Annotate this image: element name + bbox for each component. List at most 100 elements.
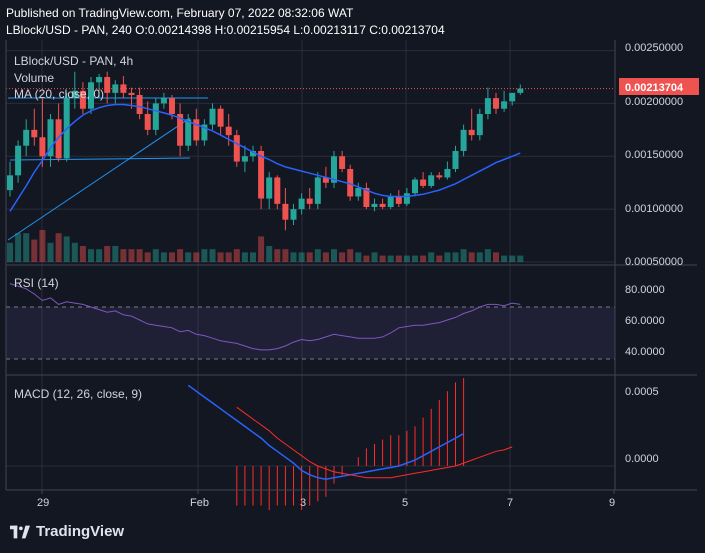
- legend-symbol[interactable]: LBlock/USD - PAN, 4h: [14, 54, 134, 68]
- candle[interactable]: [484, 87, 491, 120]
- rsi-line: [9, 283, 521, 351]
- candle-body: [420, 179, 427, 186]
- candle[interactable]: [395, 190, 402, 208]
- candle[interactable]: [160, 92, 167, 109]
- candle-body: [7, 175, 13, 191]
- open-value: 0.00214398: [147, 23, 212, 37]
- volume-bar: [363, 255, 370, 262]
- candle[interactable]: [136, 87, 143, 120]
- candle-body: [47, 119, 54, 157]
- candle[interactable]: [233, 129, 240, 167]
- volume-bar: [355, 252, 362, 262]
- candle[interactable]: [266, 172, 273, 210]
- candle[interactable]: [331, 151, 337, 188]
- volume-bar: [347, 249, 354, 262]
- candle[interactable]: [241, 145, 248, 173]
- candle[interactable]: [493, 92, 499, 114]
- candle[interactable]: [250, 145, 256, 162]
- macd-tick-0: 0.0005: [625, 386, 659, 398]
- candle[interactable]: [274, 175, 281, 210]
- candle[interactable]: [290, 203, 297, 225]
- candle-body: [379, 203, 386, 208]
- candle[interactable]: [177, 103, 184, 157]
- candle[interactable]: [509, 92, 516, 106]
- candle[interactable]: [298, 193, 305, 215]
- candle[interactable]: [476, 108, 483, 141]
- volume-bar: [233, 249, 240, 262]
- candle[interactable]: [209, 103, 216, 130]
- candle[interactable]: [88, 77, 94, 114]
- candle[interactable]: [47, 114, 54, 167]
- volume-bar: [63, 236, 70, 262]
- volume-bar: [444, 252, 451, 262]
- candle-body: [517, 88, 524, 93]
- legend-macd[interactable]: MACD (12, 26, close, 9): [14, 387, 143, 401]
- tradingview-logo[interactable]: TradingView: [10, 523, 124, 540]
- volume-bar: [88, 249, 94, 262]
- trendline-horizontal-mid[interactable]: [9, 157, 191, 161]
- legend-rsi[interactable]: RSI (14): [14, 276, 59, 290]
- candle[interactable]: [201, 119, 208, 146]
- candle[interactable]: [23, 119, 30, 157]
- candle[interactable]: [217, 105, 224, 136]
- candle-body: [476, 114, 483, 136]
- candle-body: [395, 196, 402, 204]
- legend-volume[interactable]: Volume: [14, 71, 55, 85]
- candle[interactable]: [371, 198, 378, 212]
- candle[interactable]: [339, 151, 346, 173]
- candle[interactable]: [468, 108, 475, 141]
- volume-bar: [484, 249, 491, 262]
- candle-body: [355, 188, 362, 197]
- candle[interactable]: [282, 188, 289, 231]
- candle[interactable]: [71, 71, 78, 109]
- candle[interactable]: [347, 164, 354, 201]
- candle[interactable]: [193, 108, 200, 146]
- candle-body: [468, 129, 475, 136]
- candle[interactable]: [420, 172, 427, 188]
- candle[interactable]: [428, 172, 435, 188]
- volume-bar: [79, 246, 86, 262]
- candle[interactable]: [112, 80, 119, 104]
- candle[interactable]: [363, 182, 370, 210]
- candle-body: [306, 198, 313, 204]
- candle[interactable]: [144, 101, 151, 136]
- tradingview-logo-text: TradingView: [36, 523, 125, 540]
- candles[interactable]: [7, 71, 524, 231]
- volume-bar: [217, 252, 224, 262]
- trendline-diagonal[interactable]: [7, 117, 191, 241]
- candle[interactable]: [152, 98, 159, 136]
- volume-bar: [225, 252, 232, 262]
- volume-bar: [169, 252, 175, 262]
- candle[interactable]: [412, 177, 418, 197]
- candle[interactable]: [517, 84, 524, 95]
- candle-body: [217, 108, 224, 127]
- volume-bar: [501, 255, 508, 262]
- volume-bar: [493, 252, 499, 262]
- volume-bar: [290, 252, 297, 262]
- candle[interactable]: [452, 145, 459, 173]
- candle[interactable]: [79, 82, 86, 114]
- candle[interactable]: [39, 98, 46, 167]
- candle[interactable]: [104, 71, 111, 104]
- chart-canvas[interactable]: 0.00213704 0.00250000 0.00200000 0.00150…: [0, 0, 705, 518]
- candle[interactable]: [501, 90, 508, 112]
- candle[interactable]: [355, 182, 362, 201]
- candle[interactable]: [31, 108, 38, 146]
- volume-bar: [120, 249, 127, 262]
- candle[interactable]: [7, 161, 13, 197]
- legend-ma[interactable]: MA (20, close, 0): [14, 87, 105, 101]
- candle[interactable]: [314, 172, 321, 210]
- candle[interactable]: [444, 161, 451, 180]
- volume-bar: [160, 252, 167, 262]
- volume-bar: [250, 252, 256, 262]
- candle[interactable]: [306, 188, 313, 210]
- candle[interactable]: [436, 172, 443, 180]
- candle[interactable]: [55, 103, 62, 162]
- candle[interactable]: [15, 140, 22, 183]
- candle[interactable]: [225, 114, 232, 146]
- volume-bar: [144, 252, 151, 262]
- candle[interactable]: [185, 114, 192, 151]
- candle[interactable]: [379, 198, 386, 210]
- candle[interactable]: [460, 124, 467, 157]
- candle[interactable]: [96, 73, 103, 99]
